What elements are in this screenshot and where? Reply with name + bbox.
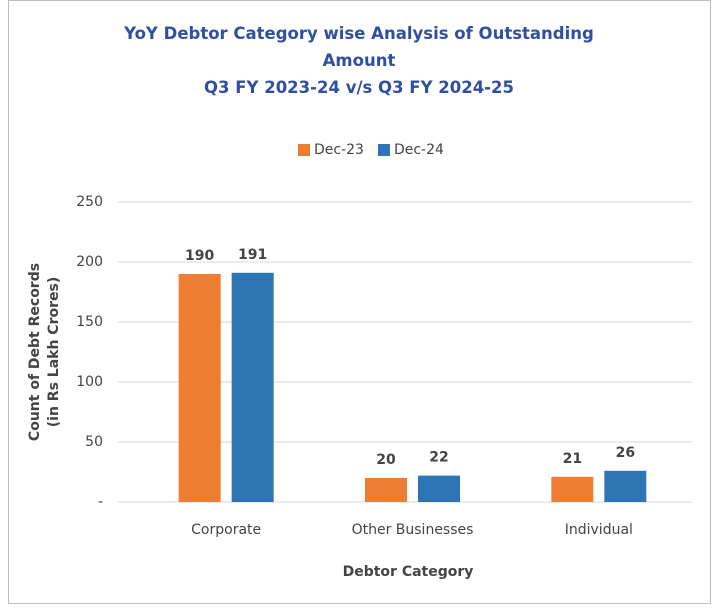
x-tick-label: Individual — [565, 522, 633, 538]
data-label: 20 — [376, 452, 396, 468]
chart-title-block: YoY Debtor Category wise Analysis of Out… — [109, 20, 609, 101]
y-tick-label: 200 — [76, 254, 103, 270]
legend-swatch — [298, 144, 310, 156]
data-label: 190 — [185, 248, 214, 264]
bar — [365, 478, 407, 502]
data-label: 22 — [429, 450, 448, 466]
x-tick-label: Corporate — [191, 522, 261, 538]
bar — [604, 470, 647, 502]
legend-label: Dec-23 — [314, 142, 364, 158]
y-tick-label: - — [98, 494, 103, 510]
y-axis-label: Count of Debt Records — [27, 263, 43, 441]
x-axis-label: Debtor Category — [343, 564, 474, 580]
legend-label: Dec-24 — [394, 142, 444, 158]
bar — [231, 272, 274, 502]
legend-swatch — [377, 144, 390, 156]
chart-subtitle: Q3 FY 2023-24 v/s Q3 FY 2024-25 — [204, 78, 514, 97]
x-tick-label: Other Businesses — [352, 522, 474, 538]
y-axis-label: (in Rs Lakh Crores) — [46, 277, 62, 427]
y-tick-label: 150 — [76, 314, 103, 330]
y-tick-label: 250 — [76, 194, 103, 210]
bar — [551, 476, 594, 502]
chart-frame — [8, 0, 711, 604]
bar — [178, 274, 221, 502]
y-tick-label: 50 — [85, 434, 103, 450]
y-tick-label: 100 — [76, 374, 103, 390]
data-label: 191 — [238, 247, 267, 263]
bar — [418, 475, 460, 502]
data-label: 21 — [563, 451, 582, 467]
data-label: 26 — [616, 445, 635, 461]
chart-title: YoY Debtor Category wise Analysis of Out… — [124, 24, 594, 70]
